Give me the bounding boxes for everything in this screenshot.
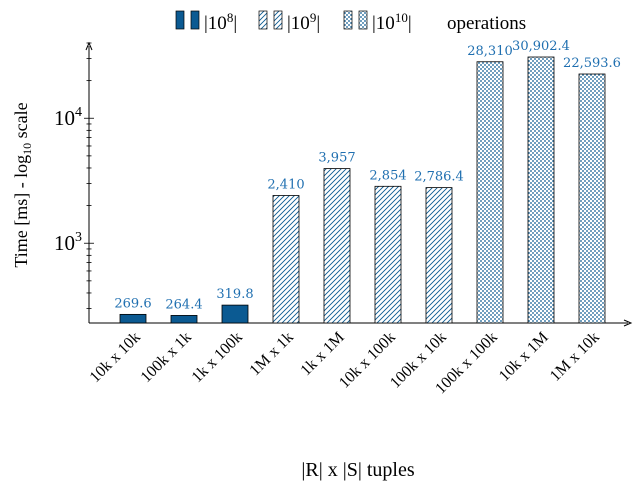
bar-1k-x-100k [221, 304, 249, 324]
bar-10k-x-10k [119, 313, 147, 324]
legend-swatch-dots [343, 10, 353, 30]
bars [119, 56, 606, 324]
data-labels: 269.6 264.4 319.8 2,410 3,957 2,854 2,786.4 28,… [114, 39, 621, 312]
data-label: 28,310 [467, 44, 513, 59]
data-label: 30,902.4 [512, 39, 570, 54]
data-label: 2,854 [369, 168, 406, 183]
x-axis-arrow [623, 319, 633, 327]
x-tick-label: 10k x 1M [496, 329, 552, 385]
x-tick-label: 1M x 10k [547, 329, 603, 385]
x-tick-label: 1k x 100k [189, 329, 246, 386]
bar-1M-x-1k [272, 195, 300, 324]
x-tick-label: 1k x 1M [297, 329, 347, 379]
y-axis-label: Time [ms] - log10 scale [11, 102, 34, 267]
data-label: 22,593.6 [563, 56, 621, 71]
bar-100k-x-100k [476, 61, 504, 324]
legend: |108| |109| |1010| operations [175, 10, 526, 34]
legend-swatch-solid-2 [190, 10, 200, 30]
legend-label-1e9: |109| [287, 10, 320, 34]
bar-1M-x-10k [578, 73, 606, 324]
data-label: 2,410 [267, 177, 304, 192]
x-axis-label: |R| x |S| tuples [301, 459, 414, 481]
legend-suffix: operations [447, 13, 526, 34]
x-tick-label: 1M x 1k [246, 329, 296, 379]
legend-swatch-hatch [258, 10, 268, 30]
x-tick-label: 100k x 1k [138, 329, 195, 386]
data-label: 3,957 [318, 151, 355, 166]
y-tick-label-1e4: 104 [54, 105, 82, 130]
data-label: 319.8 [216, 287, 253, 302]
y-axis-ticks [84, 42, 94, 309]
bar-10k-x-1M [527, 56, 555, 324]
bar-1k-x-1M [323, 168, 351, 324]
legend-swatch-solid [175, 10, 185, 30]
data-label: 264.4 [165, 297, 202, 312]
legend-swatch-hatch-2 [273, 10, 283, 30]
bar-10k-x-100k [374, 185, 402, 324]
bar-100k-x-1k [170, 315, 198, 324]
legend-swatch-dots-2 [358, 10, 368, 30]
y-tick-label-1e3: 103 [54, 230, 82, 255]
data-label: 2,786.4 [414, 170, 464, 185]
bar-100k-x-10k [425, 187, 453, 324]
legend-label-1e10: |1010| [372, 10, 412, 34]
x-tick-label: 10k x 10k [87, 329, 144, 386]
legend-label-1e8: |108| [204, 10, 237, 34]
data-label: 269.6 [114, 296, 151, 311]
